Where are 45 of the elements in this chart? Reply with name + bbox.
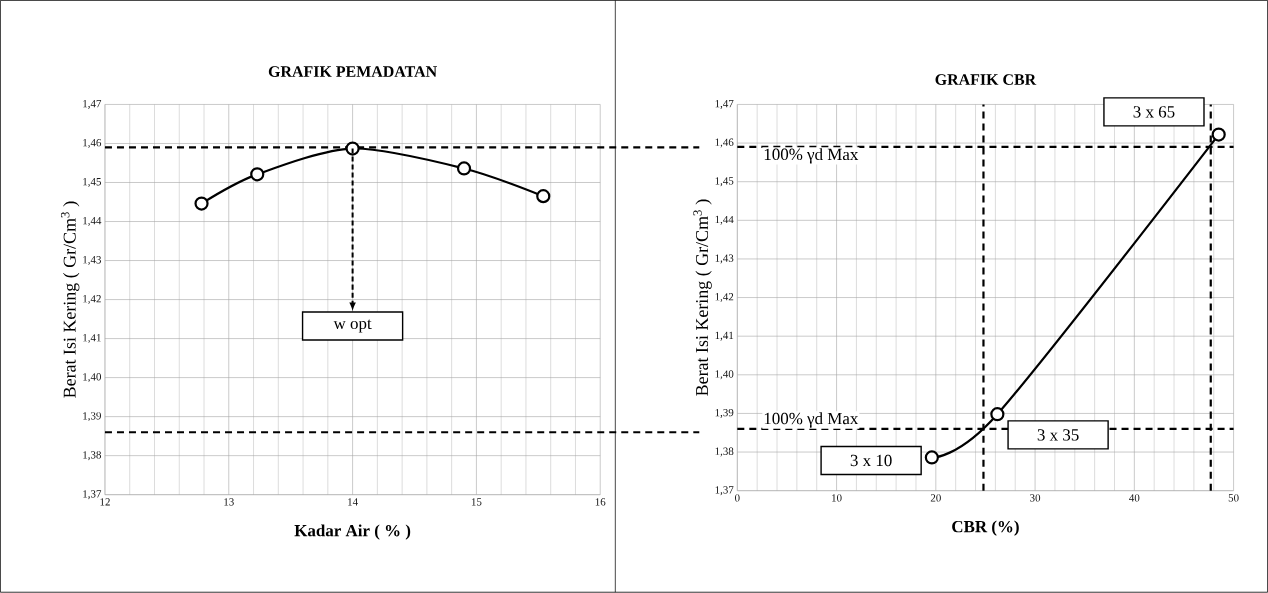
y-tick-label: 1,44	[83, 217, 102, 227]
x-tick-label: 12	[100, 498, 110, 506]
y-tick-label: 1,39	[715, 409, 734, 419]
y-tick-label: 1,39	[83, 412, 101, 422]
y-tick-label: 1,37	[715, 486, 734, 496]
y-tick-label: 1,41	[83, 334, 101, 344]
annotation: w opt	[333, 319, 372, 333]
x-axis-title: CBR (%)	[952, 520, 1019, 536]
chart-title: GRAFIK PEMADATAN	[268, 66, 437, 78]
y-tick-label: 1,43	[83, 256, 102, 266]
y-axis-title: Berat Isi Kering ( Gr/Cm$^{3}$ )	[60, 201, 80, 399]
y-tick-label: 1,45	[83, 178, 102, 188]
x-tick-label: 20	[930, 494, 941, 502]
annotation: 3 x 65	[1133, 106, 1175, 118]
y-tick-label: 1,45	[715, 177, 734, 187]
y-tick-label: 1,47	[715, 100, 734, 110]
x-tick-label: 16	[595, 498, 606, 506]
y-tick-label: 1,40	[715, 370, 734, 380]
chart-title: GRAFIK CBR	[935, 74, 1037, 86]
x-tick-label: 13	[224, 498, 234, 506]
x-tick-label: 10	[832, 494, 842, 502]
y-tick-label: 1,41	[715, 331, 734, 341]
annotation: 3 x 10	[850, 454, 892, 467]
y-tick-label: 1,43	[715, 254, 734, 264]
x-tick-label: 30	[1030, 494, 1041, 502]
x-tick-label: 40	[1129, 494, 1140, 502]
y-tick-label: 1,46	[83, 139, 102, 149]
y-tick-label: 1,38	[715, 447, 734, 457]
y-tick-label: 1,38	[83, 451, 102, 461]
y-tick-label: 1,46	[715, 138, 734, 148]
x-axis-title: Kadar Air ( % )	[294, 524, 411, 540]
x-tick-label: 15	[471, 498, 482, 506]
x-tick-label: 14	[348, 498, 358, 506]
ref-line-label: 100% γd Max	[764, 148, 859, 164]
y-tick-label: 1,44	[715, 216, 734, 225]
y-axis-title: Berat Isi Kering ( Gr/Cm$^{3}$ )	[693, 199, 712, 397]
x-tick-label: 50	[1228, 494, 1239, 502]
y-tick-label: 1,42	[83, 295, 101, 305]
y-tick-label: 1,47	[83, 100, 102, 110]
y-tick-label: 1,42	[715, 293, 734, 303]
annotation: 3 x 35	[1037, 429, 1079, 441]
y-tick-label: 1,37	[83, 490, 102, 500]
x-tick-label: 0	[735, 494, 740, 502]
ref-line-label: 100% γd Max	[764, 412, 859, 428]
y-tick-label: 1,40	[83, 373, 102, 383]
